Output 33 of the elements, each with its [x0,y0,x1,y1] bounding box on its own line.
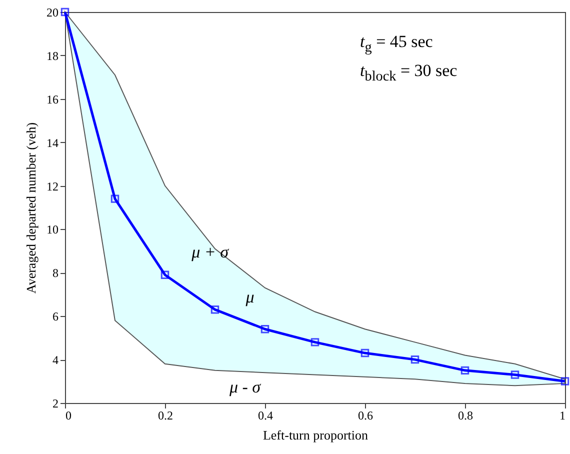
x-tick-label: 0.2 [158,408,173,422]
x-tick-label: 0.4 [258,408,273,422]
y-tick-label: 18 [46,48,58,63]
point [560,377,570,386]
annotation: μ - σ [228,378,262,397]
y-tick-label: 6 [52,310,58,324]
y-tick-label: 4 [52,353,58,368]
y-tick-label: 12 [46,179,58,194]
point [460,366,470,375]
y-axis-title: Averaged departed number (veh) [24,122,38,294]
point [160,270,170,279]
x-axis-title: Left-turn proportion [262,428,369,442]
y-tick-label: 8 [52,266,58,280]
point [60,8,70,16]
point [410,355,420,364]
y-tick-label: 20 [46,6,58,20]
y-tick-label: 16 [46,92,58,106]
annotation: t$_{block}$ = 30 sec [360,60,458,87]
point [260,325,270,334]
point [210,305,220,314]
annotation: t$_{g}$ = 45 sec [360,31,434,58]
y-tick-label: 10 [46,222,58,237]
x-tick-label: 0 [66,408,72,422]
y-tick-label: 14 [46,136,58,150]
point [310,338,320,346]
point [110,194,120,203]
annotation: μ [244,287,254,306]
x-tick-label: 0.6 [358,408,373,422]
x-tick-label: 1 [560,408,566,422]
point [510,370,520,379]
point [360,348,370,358]
x-tick-label: 0.8 [458,408,473,422]
y-tick-label: 2 [52,396,58,410]
